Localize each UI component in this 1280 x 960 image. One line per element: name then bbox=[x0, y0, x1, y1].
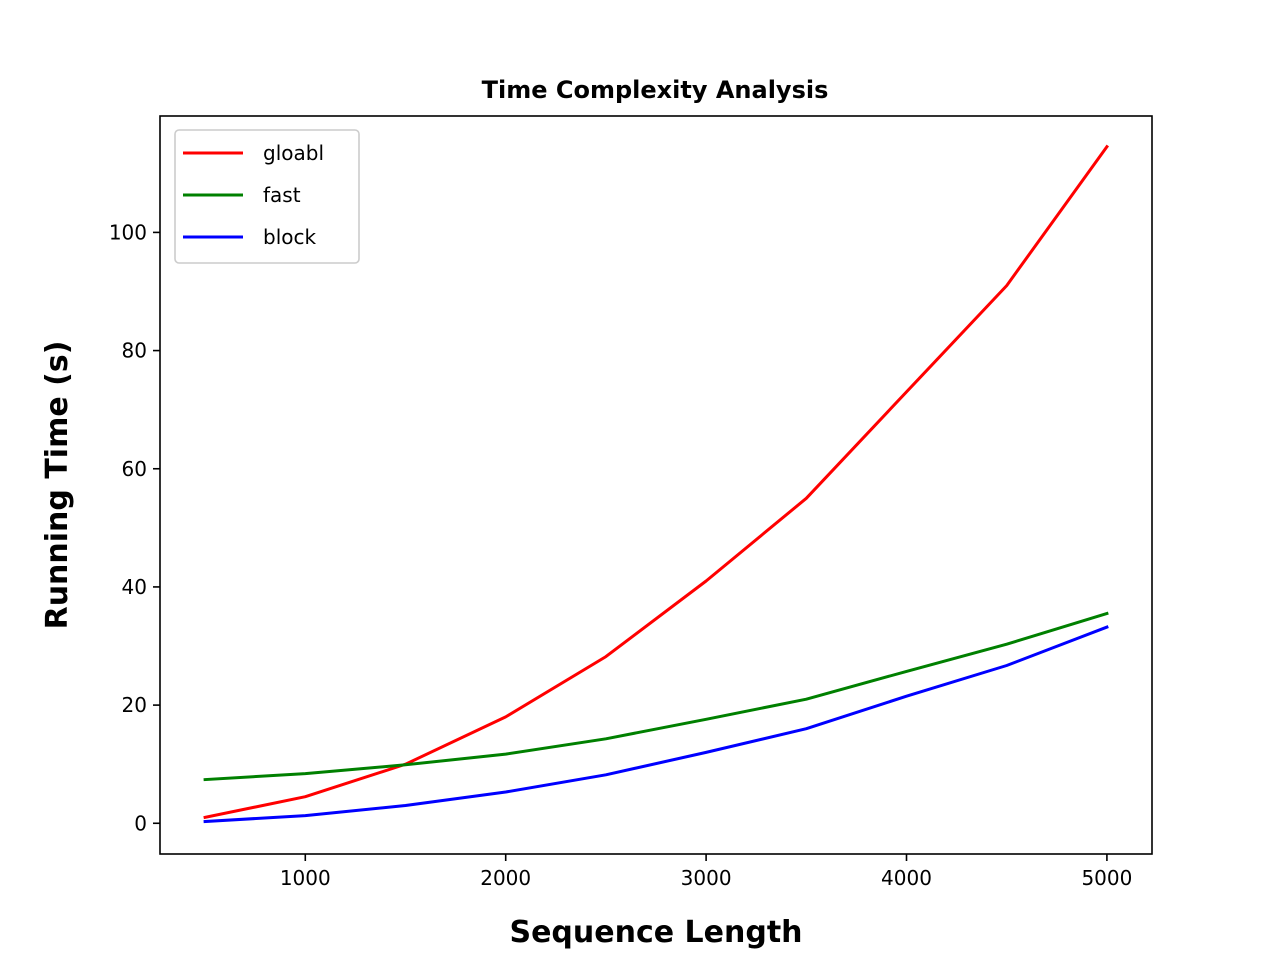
y-tick-label: 40 bbox=[122, 575, 147, 599]
x-tick-label: 3000 bbox=[681, 866, 732, 890]
y-tick-label: 0 bbox=[134, 811, 147, 835]
x-tick-label: 1000 bbox=[280, 866, 331, 890]
legend: gloabl fast block bbox=[174, 129, 360, 264]
series-line-2 bbox=[203, 625, 1109, 824]
y-tick-label: 60 bbox=[122, 457, 147, 481]
y-tick-label: 80 bbox=[122, 339, 147, 363]
legend-label-0: gloabl bbox=[263, 141, 324, 165]
y-axis-label: Running Time (s) bbox=[40, 341, 75, 630]
ticks-layer: 1000 2000 3000 4000 5000 0 20 40 60 80 100 bbox=[109, 220, 1133, 890]
x-tick-label: 2000 bbox=[480, 866, 531, 890]
series-line-0 bbox=[203, 144, 1109, 820]
legend-label-1: fast bbox=[263, 183, 301, 207]
chart-title: Time Complexity Analysis bbox=[482, 76, 829, 104]
x-axis-label: Sequence Length bbox=[509, 915, 802, 950]
series-layer bbox=[203, 144, 1109, 824]
legend-label-2: block bbox=[263, 225, 316, 249]
series-line-1 bbox=[203, 611, 1109, 782]
legend-frame bbox=[174, 129, 360, 264]
y-tick-label: 100 bbox=[109, 220, 147, 244]
x-tick-label: 5000 bbox=[1081, 866, 1132, 890]
plot-frame bbox=[159, 115, 1153, 855]
y-tick-label: 20 bbox=[122, 693, 147, 717]
x-tick-label: 4000 bbox=[881, 866, 932, 890]
